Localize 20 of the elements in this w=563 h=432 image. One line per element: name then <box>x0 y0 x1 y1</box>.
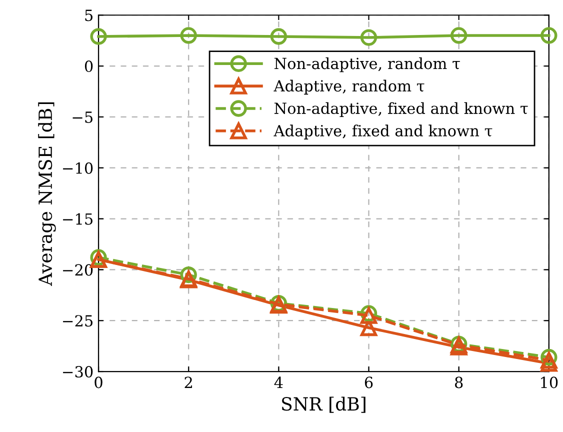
legend-label: Adaptive, fixed and known τ <box>274 124 492 140</box>
y-tick-label: −10 <box>63 162 93 174</box>
y-tick-label: −25 <box>63 315 92 327</box>
y-tick-label: −30 <box>63 366 93 378</box>
y-tick-label: −20 <box>63 264 93 276</box>
y-tick-label: −15 <box>63 213 92 225</box>
legend-label: Adaptive, random τ <box>274 80 424 95</box>
x-tick-label: 0 <box>94 376 102 388</box>
y-tick-label: −5 <box>72 112 92 123</box>
x-axis-title: SNR [dB] <box>282 396 366 413</box>
x-tick-label: 6 <box>364 376 373 388</box>
y-tick-label: 0 <box>84 60 93 72</box>
x-tick-label: 8 <box>455 376 463 388</box>
y-tick-label: 5 <box>85 10 92 22</box>
y-axis-title: Average NMSE [dB] <box>38 102 56 286</box>
legend-label: Non-adaptive, random τ <box>274 57 460 72</box>
legend-label: Non-adaptive, fixed and known τ <box>274 102 528 118</box>
x-tick-label: 10 <box>541 376 558 388</box>
x-tick-label: 2 <box>184 376 192 388</box>
x-tick-label: 4 <box>274 376 283 388</box>
